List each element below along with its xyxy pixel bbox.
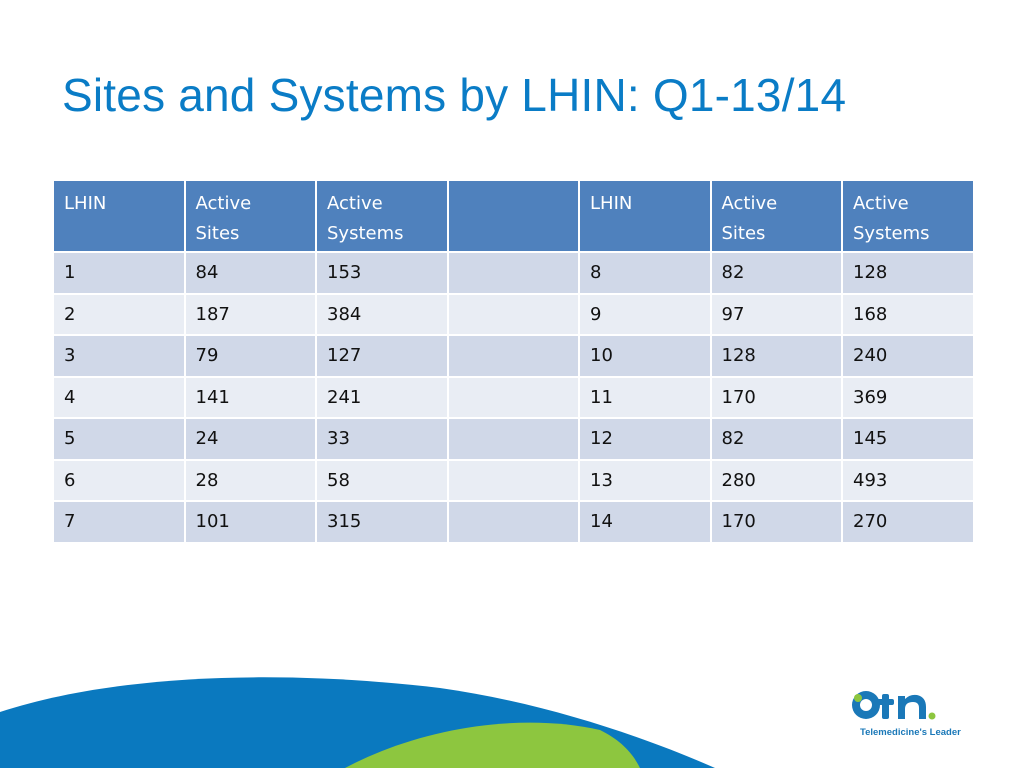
- table-cell: 145: [841, 417, 975, 461]
- table-cell: 11: [578, 375, 712, 419]
- table-row: 7 101 315 14 170 270: [52, 500, 975, 544]
- table-cell: 7: [52, 500, 186, 544]
- table-cell: 369: [841, 375, 975, 419]
- table-cell: 8: [578, 251, 712, 295]
- slide-title: Sites and Systems by LHIN: Q1-13/14: [62, 69, 847, 121]
- table-cell: 5: [52, 417, 186, 461]
- table-cell: 241: [315, 375, 449, 419]
- header-cell: Active Sites: [183, 179, 317, 253]
- table-cell: [446, 251, 580, 295]
- table-cell: 101: [183, 500, 317, 544]
- header-cell: Active Systems: [315, 179, 449, 253]
- table-cell: [446, 500, 580, 544]
- table-cell: 97: [709, 292, 843, 336]
- header-cell-empty: [446, 179, 580, 253]
- table-cell: 10: [578, 334, 712, 378]
- table-cell: 128: [709, 334, 843, 378]
- table-cell: 24: [183, 417, 317, 461]
- table-cell: 384: [315, 292, 449, 336]
- table-cell: 14: [578, 500, 712, 544]
- table-header-row: LHIN Active Sites Active Systems LHIN Acti…: [52, 179, 975, 253]
- table-cell: 170: [709, 375, 843, 419]
- table-cell: 187: [183, 292, 317, 336]
- table-cell: 13: [578, 458, 712, 502]
- table-cell: 168: [841, 292, 975, 336]
- table-cell: 170: [709, 500, 843, 544]
- table-cell: 79: [183, 334, 317, 378]
- header-cell: Active Systems: [841, 179, 975, 253]
- header-cell: LHIN: [52, 179, 186, 253]
- table-cell: 128: [841, 251, 975, 295]
- table-cell: 141: [183, 375, 317, 419]
- table-cell: 240: [841, 334, 975, 378]
- table-row: 5 24 33 12 82 145: [52, 417, 975, 461]
- table-cell: 1: [52, 251, 186, 295]
- table-cell: 493: [841, 458, 975, 502]
- table-cell: [446, 292, 580, 336]
- table-cell: 270: [841, 500, 975, 544]
- table-cell: 315: [315, 500, 449, 544]
- lhin-table: LHIN Active Sites Active Systems LHIN Acti…: [52, 179, 975, 544]
- table-cell: 280: [709, 458, 843, 502]
- table-cell: 28: [183, 458, 317, 502]
- header-cell: LHIN: [578, 179, 712, 253]
- table-cell: [446, 375, 580, 419]
- otn-logo-icon: [852, 691, 936, 720]
- table-row: 4 141 241 11 170 369: [52, 375, 975, 419]
- table-cell: 82: [709, 417, 843, 461]
- table-cell: [446, 334, 580, 378]
- table-cell: 4: [52, 375, 186, 419]
- table-cell: 127: [315, 334, 449, 378]
- green-arc: [345, 722, 640, 768]
- table-cell: 58: [315, 458, 449, 502]
- table-cell: 9: [578, 292, 712, 336]
- table-cell: 6: [52, 458, 186, 502]
- table-cell: [446, 417, 580, 461]
- table-cell: 3: [52, 334, 186, 378]
- table-cell: 33: [315, 417, 449, 461]
- table-row: 3 79 127 10 128 240: [52, 334, 975, 378]
- table-cell: 12: [578, 417, 712, 461]
- table-row: 2 187 384 9 97 168: [52, 292, 975, 336]
- table-cell: 2: [52, 292, 186, 336]
- table-cell: 82: [709, 251, 843, 295]
- table-cell: 153: [315, 251, 449, 295]
- table-row: 6 28 58 13 280 493: [52, 458, 975, 502]
- header-cell: Active Sites: [709, 179, 843, 253]
- table-cell: [446, 458, 580, 502]
- table-row: 1 84 153 8 82 128: [52, 251, 975, 295]
- table-cell: 84: [183, 251, 317, 295]
- logo-tagline: Telemedicine's Leader: [860, 727, 961, 738]
- blue-arc: [0, 677, 715, 768]
